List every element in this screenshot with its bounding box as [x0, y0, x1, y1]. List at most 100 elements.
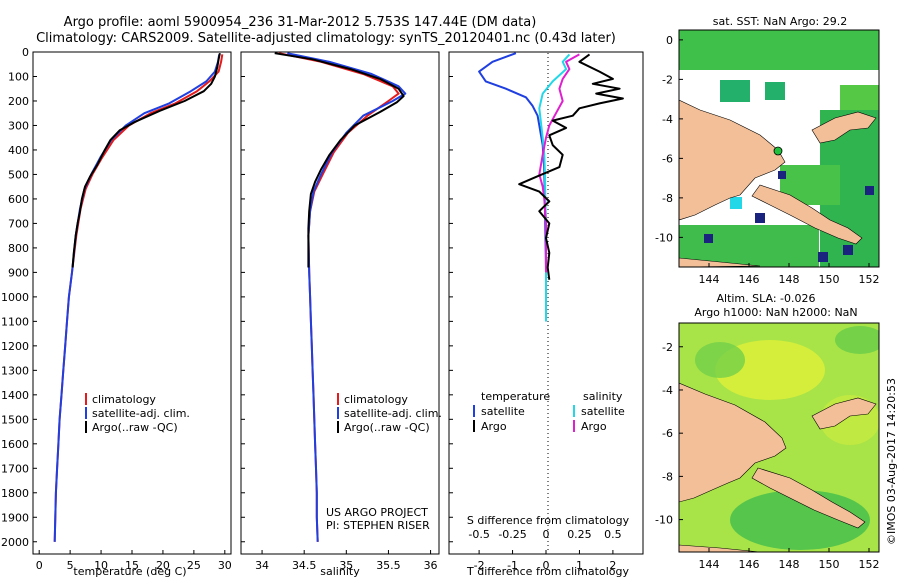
x2-tick-label: 0 — [543, 528, 550, 541]
lon-tick-label: 152 — [859, 273, 880, 286]
x2-tick-label: 0.25 — [567, 528, 592, 541]
lon-tick-label: 150 — [819, 558, 840, 571]
y-tick-label: 600 — [8, 193, 29, 206]
new-guinea-land — [679, 382, 787, 503]
new-britain-land — [811, 397, 877, 430]
series-line-argo-raw-qc- — [71, 52, 221, 268]
series-line-argo-raw-qc- — [274, 52, 405, 268]
legend-sat-label: satellite-adj. clim. — [344, 407, 442, 420]
lon-tick-label: 144 — [699, 273, 720, 286]
x2-tick-label: -0.5 — [468, 528, 489, 541]
difference-legend: temperature salinity satellite Argo sate… — [473, 390, 625, 433]
lat-tick-label: -10 — [655, 231, 673, 244]
sst-green-field — [679, 30, 879, 70]
x-tick-label: 1 — [576, 559, 583, 572]
x-tick-label: 15 — [125, 559, 139, 572]
temperature-panel: 0100200300400500600700800900100011001200… — [1, 46, 232, 578]
y-tick-label: 2000 — [1, 536, 29, 549]
lon-tick-label: 144 — [699, 558, 720, 571]
sst-green-field — [765, 82, 785, 100]
project-pi: PI: STEPHEN RISER — [326, 519, 430, 532]
sla-map-title: Altim. SLA: -0.026 — [716, 292, 815, 305]
difference-series — [478, 52, 624, 322]
temperature-x-axis: 0 5 10 15 20 25 30 — [36, 550, 232, 572]
y-tick-label: 1900 — [1, 511, 29, 524]
lat-tick-label: -2 — [662, 73, 673, 86]
temperature-axes-frame — [32, 51, 232, 555]
sst-navy-patch — [818, 252, 828, 262]
lat-tick-label: -8 — [662, 192, 673, 205]
lat-tick-label: -2 — [662, 341, 673, 354]
sst-navy-patch — [704, 234, 713, 243]
y-tick-label: 1800 — [1, 487, 29, 500]
sst-map-title: sat. SST: NaN Argo: 29.2 — [713, 15, 847, 28]
salinity-depth-ticks — [241, 51, 245, 543]
header-subtitle: Climatology: CARS2009. Satellite-adjuste… — [36, 31, 616, 46]
depth-axis: 0 100 200 300 400 500 600 700 800 900 1000 1100 1200… — [1, 46, 37, 549]
sst-navy-patch — [778, 171, 786, 179]
sst-map-frame — [678, 29, 880, 268]
lon-tick-label: 148 — [779, 558, 800, 571]
australia-land — [679, 257, 761, 267]
x-tick-label: 34.5 — [292, 559, 317, 572]
sst-navy-patch — [843, 245, 853, 255]
legend-t-satellite-label: satellite — [481, 405, 525, 418]
sst-green-field — [840, 85, 879, 110]
legend-s-argo-label: Argo — [581, 420, 607, 433]
sla-map-frame — [678, 322, 880, 553]
x-tick-label: 36 — [424, 559, 438, 572]
salinity-difference-axis: -0.5 -0.25 0 0.25 0.5 — [468, 528, 621, 541]
y-tick-label: 1700 — [1, 462, 29, 475]
x-tick-label: 30 — [218, 559, 232, 572]
legend-temperature-title: temperature — [481, 390, 550, 403]
legend-clim-label: climatology — [92, 393, 156, 406]
difference-depth-ticks — [449, 51, 453, 543]
series-line-t-argo — [518, 53, 624, 280]
y-tick-label: 1500 — [1, 413, 29, 426]
x-tick-label: 35 — [339, 559, 353, 572]
legend-argo-label: Argo(..raw -QC) — [92, 421, 178, 434]
argo-float-marker — [773, 146, 783, 156]
x-tick-label: 20 — [156, 559, 170, 572]
legend-argo-label: Argo(..raw -QC) — [344, 421, 430, 434]
y-tick-label: 1300 — [1, 364, 29, 377]
sla-map-lat-axis: -2 -4 -6 -8 -10 — [655, 341, 683, 527]
difference-x-axis: -2 -1 0 1 2 — [474, 550, 616, 572]
y-tick-label: 300 — [8, 119, 29, 132]
header-title: Argo profile: aoml 5900954_236 31-Mar-20… — [64, 15, 537, 30]
series-line-s-argo — [538, 53, 580, 273]
difference-panel: -2 -1 0 1 2 -0.5 -0.25 0 0.25 0.5 T difference f… — [448, 51, 644, 578]
temperature-series — [53, 52, 224, 542]
new-guinea-land — [679, 99, 786, 221]
y-tick-label: 1100 — [1, 315, 29, 328]
x-tick-label: 2 — [609, 559, 616, 572]
new-britain-land — [811, 111, 877, 144]
salinity-axes-frame — [240, 51, 440, 555]
lat-tick-label: -6 — [662, 152, 673, 165]
y-tick-label: 500 — [8, 168, 29, 181]
project-name: US ARGO PROJECT — [326, 506, 428, 519]
x-tick-label: 35.5 — [376, 559, 401, 572]
sst-map: sat. SST: NaN Argo: 29.2 0 -2 -4 -6 -8 -10 — [655, 15, 880, 286]
y-tick-label: 1000 — [1, 291, 29, 304]
lat-tick-label: -4 — [662, 384, 673, 397]
lon-tick-label: 146 — [739, 273, 760, 286]
y-tick-label: 1400 — [1, 389, 29, 402]
x2-tick-label: -0.25 — [498, 528, 526, 541]
y-tick-label: 200 — [8, 95, 29, 108]
salinity-legend: climatology satellite-adj. clim. Argo(..… — [337, 393, 442, 434]
lat-tick-label: 0 — [666, 34, 673, 47]
y-tick-label: 700 — [8, 217, 29, 230]
y-tick-label: 800 — [8, 242, 29, 255]
y-tick-label: 0 — [22, 46, 29, 59]
papuan-peninsula-land — [751, 184, 863, 245]
x-tick-label: 0 — [36, 559, 43, 572]
legend-t-argo-label: Argo — [481, 420, 507, 433]
lon-tick-label: 146 — [739, 558, 760, 571]
salinity-xlabel: salinity — [320, 565, 360, 578]
x-tick-label: 10 — [94, 559, 108, 572]
y-tick-label: 900 — [8, 266, 29, 279]
lon-tick-label: 150 — [819, 273, 840, 286]
sst-map-lon-axis: 144 146 148 150 152 — [699, 263, 880, 286]
